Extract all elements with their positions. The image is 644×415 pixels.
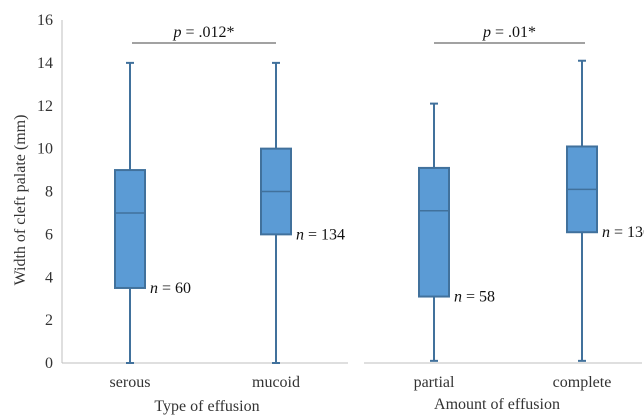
- p-value-label: p = .012*: [172, 24, 234, 41]
- y-tick-label: 8: [45, 184, 53, 201]
- panel-1: n = 60 serous n = 134 mucoid p = .012* Type o…: [61, 20, 348, 415]
- box-complete: n = 136 complete: [553, 59, 644, 391]
- box-mucoid: n = 134 mucoid: [252, 61, 345, 391]
- x-tick-label: mucoid: [252, 374, 300, 391]
- n-label: n = 58: [454, 289, 495, 306]
- x-tick-label: serous: [110, 374, 151, 391]
- box-iqr: [114, 169, 146, 289]
- x-tick-label: complete: [553, 374, 612, 391]
- y-tick-label: 0: [45, 355, 53, 372]
- panel-2: n = 58 partial n = 136 complete p = .01* Amou…: [364, 24, 644, 413]
- y-tick-label: 4: [45, 269, 53, 286]
- n-label: n = 134: [296, 226, 345, 243]
- n-label: n = 136: [602, 224, 644, 241]
- x-axis-label: Type of effusion: [154, 398, 259, 415]
- x-axis-label: Amount of effusion: [434, 396, 560, 413]
- box-iqr: [418, 166, 450, 298]
- y-tick-label: 6: [45, 226, 53, 243]
- y-tick-label: 2: [45, 312, 53, 329]
- y-tick-label: 16: [37, 12, 53, 29]
- y-tick-label: 10: [37, 141, 53, 158]
- n-label: n = 60: [150, 280, 191, 297]
- y-tick-label: 14: [37, 55, 53, 72]
- y-axis: 0 2 4 6 8 10 12 14 16: [37, 12, 53, 372]
- p-value-label: p = .01*: [482, 24, 536, 41]
- y-tick-label: 12: [37, 98, 53, 115]
- y-axis-label: Width of cleft palate (mm): [12, 115, 29, 286]
- panels: n = 60 serous n = 134 mucoid p = .012* Type o…: [61, 20, 644, 415]
- box-partial: n = 58 partial: [414, 102, 495, 391]
- x-tick-label: partial: [414, 374, 455, 391]
- box-serous: n = 60 serous: [110, 61, 191, 391]
